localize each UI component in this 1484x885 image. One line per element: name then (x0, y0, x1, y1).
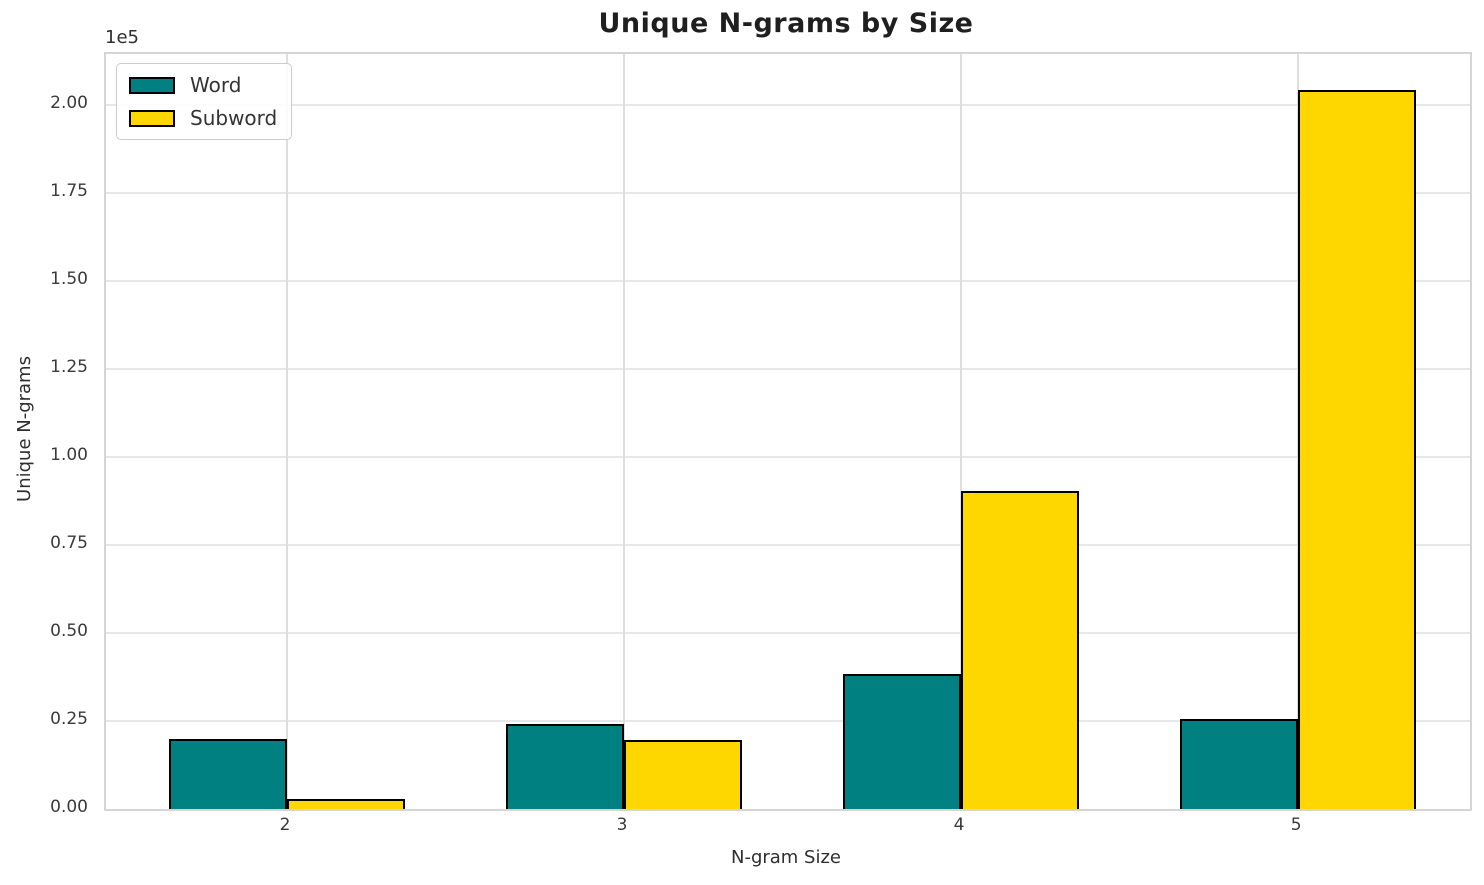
legend: Word Subword (116, 63, 293, 140)
bar-subword-2 (286, 798, 405, 809)
legend-swatch-subword-icon (129, 109, 175, 127)
y-tick-1.50: 1.50 (50, 268, 88, 289)
h-gridline-1.50 (106, 279, 1470, 282)
chart-title: Unique N-grams by Size (598, 8, 974, 39)
h-gridline-0.75 (106, 543, 1470, 546)
x-tick-3: 3 (616, 815, 628, 835)
legend-item-subword: Subword (129, 106, 277, 130)
h-gridline-0.25 (106, 719, 1470, 722)
h-gridline-1.75 (106, 191, 1470, 194)
bar-word-4 (843, 674, 962, 809)
y-tick-1.75: 1.75 (50, 180, 88, 201)
legend-item-word: Word (129, 73, 277, 97)
v-gridline-4 (960, 54, 963, 809)
bar-subword-4 (961, 491, 1080, 809)
h-gridline-2.00 (106, 103, 1470, 106)
y-tick-2.00: 2.00 (50, 92, 88, 113)
plot-area: Word Subword (104, 52, 1472, 811)
bar-subword-3 (624, 739, 742, 809)
h-gridline-1.25 (106, 367, 1470, 370)
y-tick-0.50: 0.50 (50, 620, 88, 641)
h-gridline-0.50 (106, 631, 1470, 634)
x-axis-label: N-gram Size (730, 847, 842, 868)
y-tick-1.00: 1.00 (50, 444, 88, 465)
x-tick-4: 4 (953, 815, 965, 835)
bar-word-3 (506, 724, 625, 809)
legend-label-word: Word (190, 73, 242, 97)
y-axis-label: Unique N-grams (14, 356, 35, 502)
legend-label-subword: Subword (190, 106, 278, 130)
y-tick-0.75: 0.75 (50, 532, 88, 553)
y-axis-offset-label: 1e5 (105, 27, 139, 48)
bar-subword-5 (1298, 89, 1417, 809)
bar-word-2 (169, 738, 287, 809)
y-tick-0.00: 0.00 (50, 797, 88, 817)
h-gridline-1.00 (106, 455, 1470, 458)
x-tick-5: 5 (1290, 815, 1302, 835)
y-tick-1.25: 1.25 (50, 356, 88, 377)
y-tick-0.25: 0.25 (50, 708, 88, 729)
v-gridline-3 (623, 54, 626, 809)
legend-swatch-word-icon (129, 76, 175, 94)
v-gridline-2 (285, 54, 288, 809)
x-tick-2: 2 (279, 815, 291, 835)
bar-word-5 (1180, 719, 1299, 809)
